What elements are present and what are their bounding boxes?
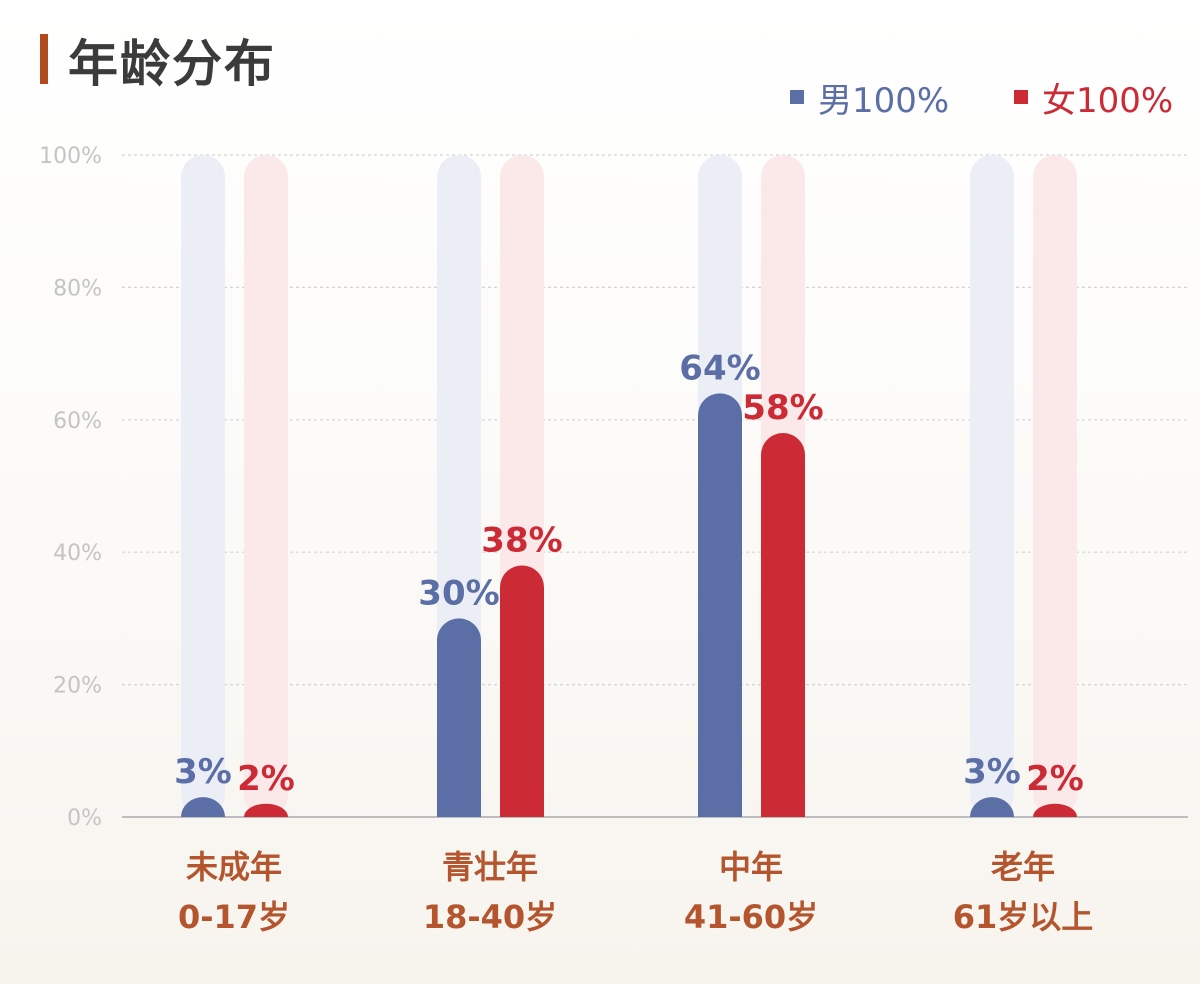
- bar-male: [181, 797, 225, 817]
- chart-title: 年龄分布: [68, 35, 276, 93]
- bar-track: [181, 155, 225, 817]
- legend-swatch: [1014, 90, 1028, 104]
- bar-female: [1033, 803, 1077, 817]
- bar-female: [244, 803, 288, 817]
- y-tick-label: 0%: [67, 806, 102, 831]
- legend-label: 女100%: [1042, 81, 1173, 121]
- value-label: 2%: [237, 759, 295, 799]
- y-tick-label: 100%: [39, 144, 102, 169]
- bar-female: [500, 565, 544, 817]
- value-label: 3%: [963, 752, 1021, 792]
- category-sublabel: 0-17岁: [178, 898, 290, 936]
- bar-track: [1033, 155, 1077, 817]
- bar-male: [970, 797, 1014, 817]
- value-label: 38%: [481, 520, 562, 560]
- value-label: 58%: [742, 388, 823, 428]
- category-label: 青壮年: [442, 848, 538, 886]
- bar-track: [244, 155, 288, 817]
- y-tick-label: 60%: [53, 409, 102, 434]
- y-tick-label: 80%: [53, 276, 102, 301]
- bar-male: [698, 393, 742, 817]
- category-label: 老年: [991, 848, 1055, 886]
- category-sublabel: 41-60岁: [684, 898, 818, 936]
- title-accent-bar: [40, 34, 48, 84]
- category-sublabel: 18-40岁: [423, 898, 557, 936]
- bar-female: [761, 433, 805, 817]
- category-sublabel: 61岁以上: [953, 898, 1094, 936]
- y-tick-label: 40%: [53, 541, 102, 566]
- y-tick-label: 20%: [53, 674, 102, 699]
- value-label: 64%: [679, 348, 760, 388]
- bar-track: [970, 155, 1014, 817]
- legend-swatch: [790, 90, 804, 104]
- category-label: 未成年: [186, 848, 282, 886]
- category-label: 中年: [719, 848, 783, 886]
- value-label: 2%: [1026, 759, 1084, 799]
- value-label: 3%: [174, 752, 232, 792]
- bar-male: [437, 618, 481, 817]
- value-label: 30%: [418, 573, 499, 613]
- legend-label: 男100%: [818, 81, 949, 121]
